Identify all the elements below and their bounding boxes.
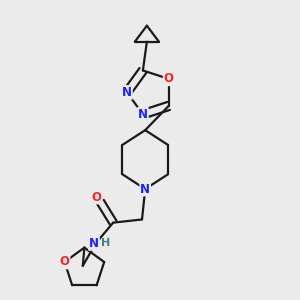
Text: N: N: [89, 237, 99, 250]
Text: N: N: [140, 182, 150, 196]
Text: H: H: [100, 238, 110, 248]
Text: O: O: [164, 72, 174, 85]
Text: N: N: [122, 86, 132, 99]
Text: N: N: [138, 108, 148, 121]
Text: O: O: [92, 190, 102, 203]
Text: O: O: [60, 256, 70, 268]
